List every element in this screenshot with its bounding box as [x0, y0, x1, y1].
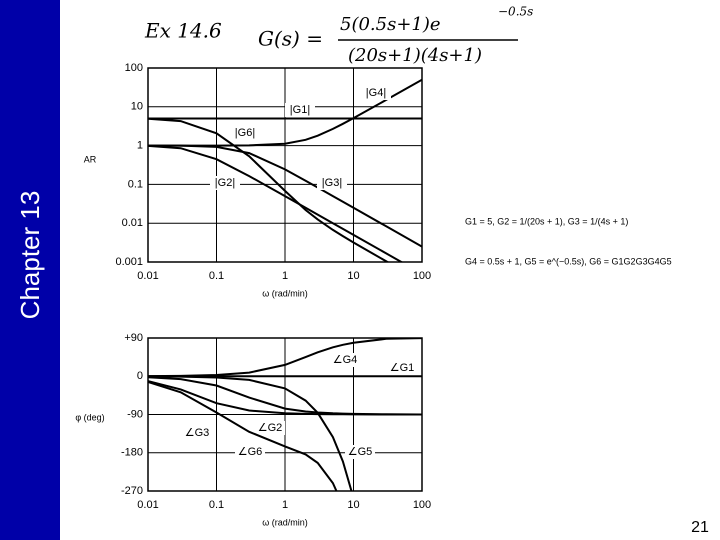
series-line — [148, 78, 422, 147]
equation: G1 = 5, G2 = 1/(20s + 1), G3 = 1/(4s + 1… — [465, 216, 628, 226]
label-bg — [182, 426, 212, 440]
y-tick-label: -180 — [121, 447, 143, 459]
label-bg — [361, 86, 391, 100]
series-label: |G1| — [290, 104, 310, 116]
label-bg — [285, 103, 315, 117]
y-tick-label: 0.01 — [122, 217, 143, 229]
series-label: ∠G6 — [238, 446, 263, 458]
series-label: ∠G5 — [348, 446, 373, 458]
series-line — [148, 375, 353, 491]
series-label: ∠G1 — [390, 362, 415, 374]
x-tick-label: 100 — [413, 499, 431, 511]
y-tick-label: -90 — [127, 408, 143, 420]
title-numerator: 5(0.5s+1)e — [340, 14, 441, 35]
label-bg — [210, 176, 240, 190]
x-tick-label: 1 — [282, 270, 288, 282]
title-denominator: (20s+1)(4s+1) — [348, 45, 482, 66]
x-tick-label: 10 — [347, 270, 359, 282]
equation: G4 = 0.5s + 1, G5 = e^(−0.5s), G6 = G1G2… — [465, 256, 672, 266]
y-tick-label: 100 — [125, 62, 143, 74]
label-bg — [230, 126, 260, 140]
x-axis-label: ω (rad/min) — [262, 288, 308, 298]
y-tick-label: 0.001 — [115, 256, 143, 268]
y-axis-label: AR — [84, 154, 97, 164]
series-line — [148, 144, 404, 262]
label-bg — [255, 421, 285, 435]
y-tick-label: -270 — [121, 485, 143, 497]
x-tick-label: 0.01 — [137, 270, 158, 282]
series-line — [148, 381, 338, 491]
series-label: |G3| — [322, 177, 342, 189]
y-tick-label: +90 — [124, 332, 143, 344]
x-tick-label: 1 — [282, 499, 288, 511]
example-label: Ex 14.6 — [144, 19, 222, 43]
x-tick-label: 0.1 — [209, 499, 224, 511]
series-line — [148, 338, 422, 378]
series-label: |G4| — [366, 87, 386, 99]
y-axis-label: φ (deg) — [75, 412, 104, 422]
label-bg — [387, 361, 417, 375]
title-exponent: −0.5s — [498, 5, 533, 19]
y-tick-label: 1 — [137, 140, 143, 152]
label-bg — [330, 353, 360, 367]
chapter-label: Chapter 13 — [15, 191, 45, 320]
label-bg — [317, 176, 347, 190]
series-line — [148, 376, 422, 416]
y-tick-label: 0.1 — [128, 178, 143, 190]
page-number: 21 — [691, 519, 709, 536]
series-line — [148, 144, 422, 248]
x-tick-label: 0.01 — [137, 499, 158, 511]
title-lhs: G(s) = — [258, 27, 323, 51]
x-tick-label: 100 — [413, 270, 431, 282]
series-label: ∠G4 — [333, 354, 358, 366]
x-tick-label: 0.1 — [209, 270, 224, 282]
series-label: ∠G3 — [185, 427, 210, 439]
y-tick-label: 0 — [137, 370, 143, 382]
x-axis-label: ω (rad/min) — [262, 517, 308, 527]
series-label: ∠G2 — [258, 422, 283, 434]
series-line — [148, 117, 390, 262]
series-label: |G2| — [215, 177, 235, 189]
label-bg — [345, 445, 375, 459]
sidebar — [0, 0, 60, 540]
label-bg — [235, 445, 265, 459]
series-label: |G6| — [235, 127, 255, 139]
x-tick-label: 10 — [347, 499, 359, 511]
y-tick-label: 10 — [131, 101, 143, 113]
